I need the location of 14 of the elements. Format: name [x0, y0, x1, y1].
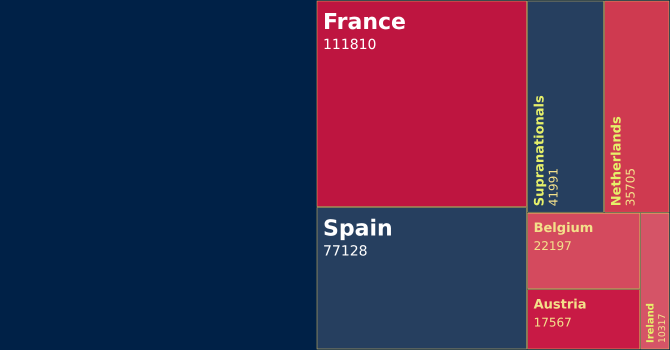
category-label: Ireland: [646, 303, 657, 343]
category-label: Supranationals: [532, 94, 548, 206]
category-label: Belgium: [534, 221, 594, 236]
data-label: 10317: [656, 314, 668, 343]
category-label: France: [323, 10, 406, 35]
category-label: Austria: [534, 298, 587, 313]
data-label: 35705: [624, 168, 638, 206]
data-label: 111810: [323, 37, 376, 53]
category-label: Spain: [323, 216, 393, 242]
data-label: 17567: [534, 316, 572, 330]
data-label: 22197: [534, 239, 572, 254]
data-label: 77128: [323, 244, 368, 260]
category-label: Netherlands: [610, 116, 625, 206]
data-label: 41991: [546, 168, 561, 206]
